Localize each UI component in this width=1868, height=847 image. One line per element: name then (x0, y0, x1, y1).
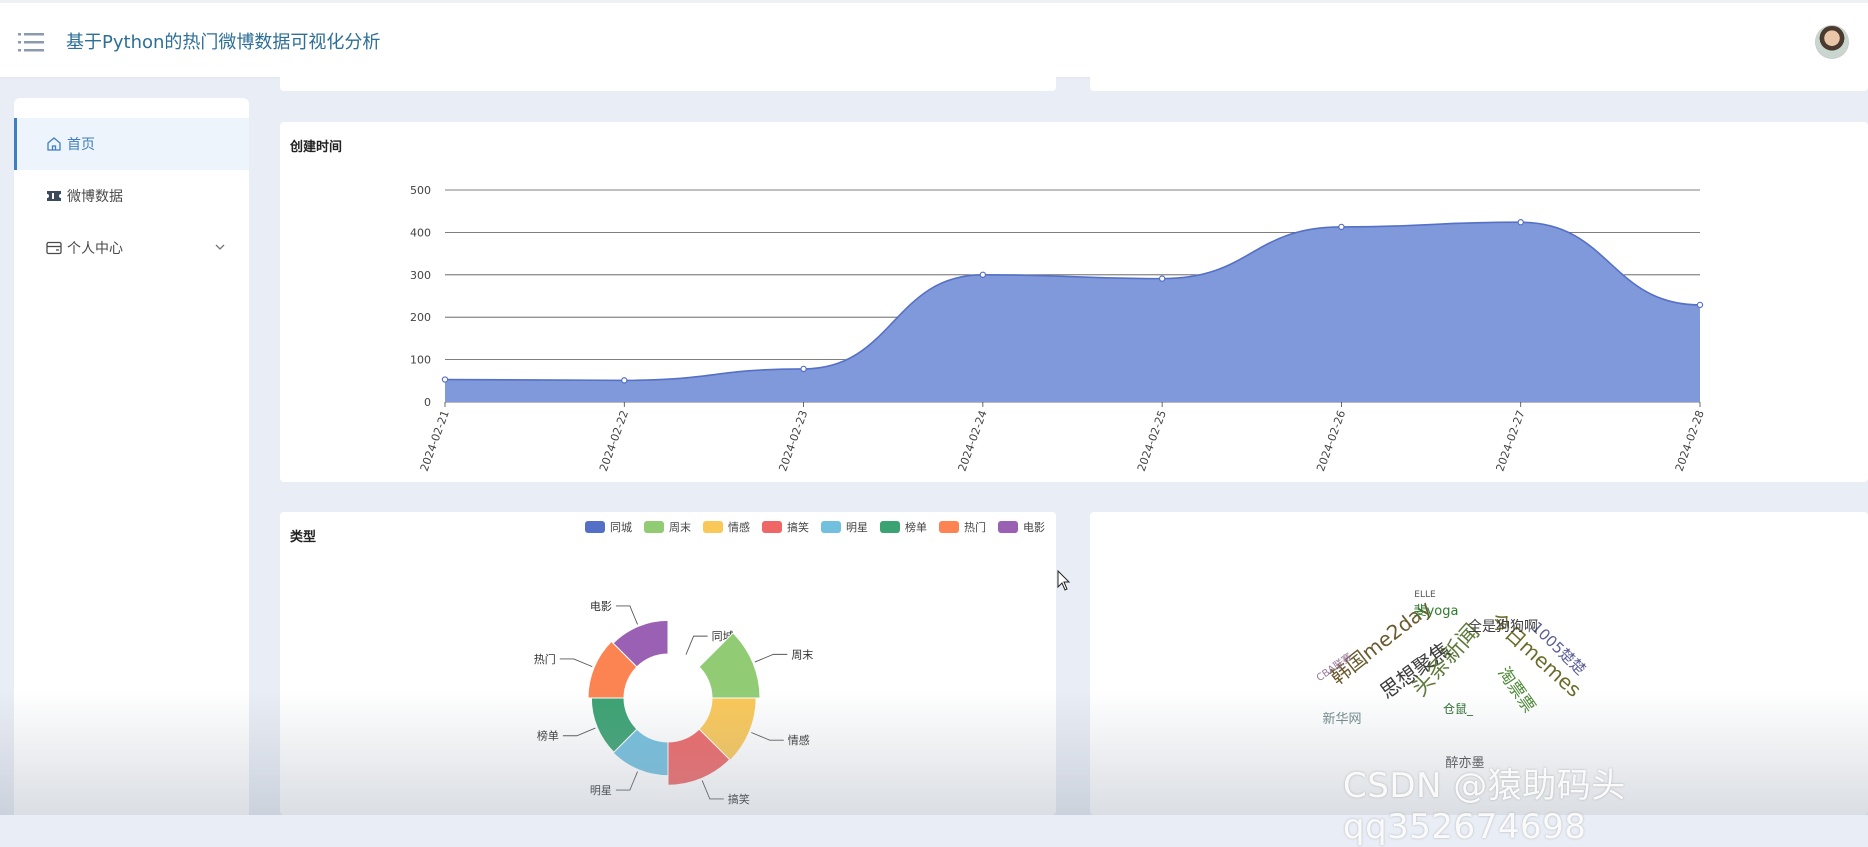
y-tick-label: 300 (410, 269, 431, 282)
data-point[interactable] (800, 365, 807, 373)
type-chart-card: 类型 同城 周末 情感 搞笑 明星 榜单 热门 电影 同城 周末 情感 搞笑 明星 榜单 热门 电影 (280, 512, 1056, 815)
legend-swatch[interactable] (644, 521, 664, 533)
slice-label: 搞笑 (728, 792, 750, 806)
sidebar-item-personal-center[interactable]: 个人中心 (14, 222, 249, 274)
slice-label: 情感 (788, 734, 810, 747)
pie-slice[interactable] (612, 728, 669, 777)
sidebar: 首页 微博数据 个人中心 (14, 98, 249, 815)
top-card-left (280, 77, 1056, 91)
slice-label: 热门 (534, 652, 556, 666)
y-tick-label: 0 (424, 396, 431, 409)
legend-swatch[interactable] (821, 521, 841, 533)
pie-slice[interactable] (587, 640, 638, 699)
watermark: CSDN @猿助码头qq352674698 (1343, 766, 1626, 847)
legend-label[interactable]: 周末 (669, 520, 691, 534)
sidebar-item-label: 微博数据 (67, 189, 123, 205)
data-point[interactable] (1158, 275, 1166, 282)
label-leader-line (615, 771, 638, 791)
legend-swatch[interactable] (703, 521, 723, 533)
label-leader-line (685, 635, 708, 655)
label-leader-line (701, 780, 724, 800)
home-icon (47, 137, 61, 151)
mouse-cursor-icon (1057, 570, 1071, 591)
x-tick-label: 2024-02-28 (1673, 409, 1707, 474)
pie-slice[interactable] (667, 652, 701, 668)
label-leader-line (754, 653, 788, 663)
y-tick-label: 400 (410, 226, 431, 239)
label-leader-line (562, 727, 596, 737)
x-tick-label: 2024-02-25 (1135, 409, 1169, 474)
legend-label[interactable]: 同城 (610, 521, 632, 534)
chart-title: 创建时间 (290, 140, 343, 155)
word-cloud-word: 仓鼠_ (1443, 702, 1474, 716)
word-cloud-word: 新华网 (1322, 711, 1361, 727)
y-tick-label: 500 (410, 184, 431, 197)
y-tick-label: 100 (410, 354, 431, 367)
chart-title: 类型 (290, 530, 317, 545)
created-time-chart-card: 创建时间 0 100 200 300 400 500 2024-02-21 2024-02-2… (280, 122, 1868, 482)
word-cloud-word: 全是狗狗啊 (1468, 618, 1538, 635)
wallet-icon (46, 241, 62, 255)
x-tick-label: 2024-02-22 (597, 409, 631, 474)
data-point[interactable] (1696, 301, 1704, 309)
ticket-icon (47, 191, 61, 201)
legend-swatch[interactable] (880, 521, 900, 533)
slice-label: 榜单 (537, 729, 559, 743)
legend-swatch[interactable] (762, 521, 782, 533)
app-title: 基于Python的热门微博数据可视化分析 (66, 32, 381, 53)
label-leader-line (615, 605, 638, 625)
legend-swatch[interactable] (585, 521, 605, 533)
top-header: 基于Python的热门微博数据可视化分析 (0, 0, 1868, 77)
legend-label[interactable]: 热门 (964, 520, 986, 534)
data-point[interactable] (1338, 223, 1345, 231)
slice-label: 明星 (590, 784, 612, 797)
legend-label[interactable]: 情感 (728, 521, 750, 534)
slice-label: 周末 (791, 647, 813, 661)
x-tick-label: 2024-02-23 (776, 409, 810, 474)
label-leader-line (559, 658, 593, 668)
chevron-down-icon[interactable] (213, 240, 227, 254)
pie-slice[interactable] (698, 632, 761, 699)
word-cloud-word: 淘票票 (1493, 664, 1539, 717)
data-point[interactable] (979, 271, 987, 278)
area-fill (445, 222, 1700, 402)
word-cloud-card: 头条新闻 今日memes 韩国me2day 思想聚焦 1005楚楚 全是狗狗啊 淘票票 新华网… (1090, 512, 1868, 815)
word-cloud-word: ELLE (1414, 590, 1436, 600)
menu-icon[interactable] (18, 31, 44, 53)
sidebar-item-weibo-data[interactable]: 微博数据 (14, 170, 249, 222)
top-card-right (1090, 77, 1868, 91)
data-point[interactable] (621, 377, 628, 384)
data-point[interactable] (441, 376, 449, 383)
slice-label: 电影 (590, 600, 612, 613)
word-cloud-word: 醉亦墨 (1445, 755, 1484, 771)
legend-swatch[interactable] (998, 521, 1018, 533)
x-tick-label: 2024-02-27 (1493, 409, 1527, 474)
x-tick-label: 2024-02-21 (418, 409, 452, 474)
legend-label[interactable]: 明星 (846, 521, 868, 534)
label-leader-line (751, 732, 784, 741)
y-tick-label: 200 (410, 311, 431, 324)
pie-slice[interactable] (612, 619, 669, 668)
x-tick-label: 2024-02-26 (1314, 409, 1348, 474)
pie-slice[interactable] (667, 728, 731, 786)
x-tick-label: 2024-02-24 (956, 409, 990, 474)
sidebar-item-label: 个人中心 (67, 241, 123, 257)
data-point[interactable] (1517, 219, 1524, 226)
legend-label[interactable]: 电影 (1023, 521, 1045, 534)
legend-swatch[interactable] (939, 521, 959, 533)
sidebar-item-label: 首页 (67, 137, 95, 153)
legend-label[interactable]: 搞笑 (787, 520, 809, 534)
user-avatar[interactable] (1815, 25, 1849, 59)
legend-label[interactable]: 榜单 (905, 520, 927, 534)
word-cloud-word: 斐yoga (1414, 604, 1459, 619)
area-chart: 0 100 200 300 400 500 2024-02-21 2024-02-22 2024… (410, 184, 1707, 474)
sidebar-item-home[interactable]: 首页 (14, 118, 249, 170)
pie-slice[interactable] (698, 697, 757, 762)
